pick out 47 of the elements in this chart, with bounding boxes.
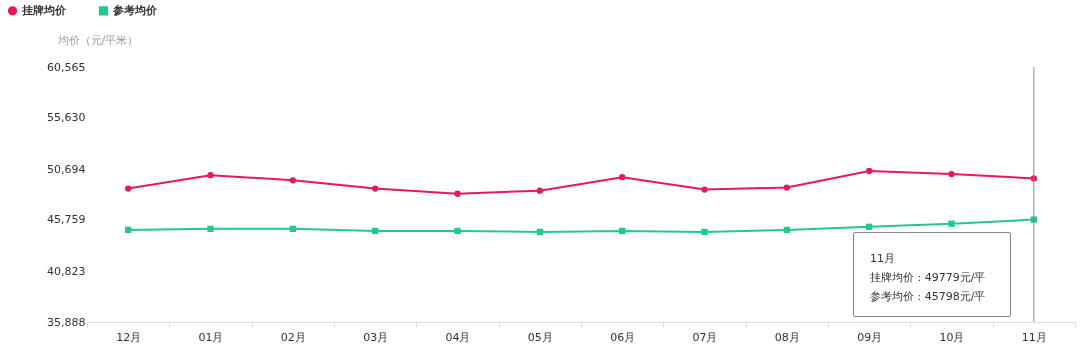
point bbox=[701, 186, 708, 193]
x-tick-label: 05月 bbox=[527, 330, 553, 344]
point bbox=[372, 227, 379, 235]
point bbox=[207, 225, 214, 233]
legend-label: 参考均价 bbox=[112, 3, 158, 17]
x-tick-label: 03月 bbox=[363, 330, 389, 344]
y-tick-label: 35,888 bbox=[47, 315, 86, 329]
point bbox=[783, 226, 790, 234]
point bbox=[454, 190, 461, 197]
point bbox=[207, 171, 214, 179]
point bbox=[783, 184, 790, 191]
y-tick-label: 55,630 bbox=[47, 111, 86, 125]
point bbox=[289, 225, 296, 233]
tooltip-box: 11月 挂牌均价 : 49779元/平 参考均价 : 45798元/平 bbox=[853, 232, 1011, 317]
x-tick-label: 06月 bbox=[610, 330, 636, 344]
point bbox=[701, 228, 708, 236]
x-tick-label: 12月 bbox=[116, 330, 142, 344]
x-tick-label: 01月 bbox=[198, 330, 224, 344]
point bbox=[948, 170, 955, 178]
legend-label: 挂牌均价 bbox=[21, 3, 67, 17]
point bbox=[948, 220, 955, 227]
point bbox=[125, 226, 132, 234]
annotation: 挂牌均价 : 49779元/平 bbox=[870, 270, 987, 286]
x-tick-label: 04月 bbox=[445, 330, 471, 344]
point bbox=[619, 227, 626, 235]
y-tick-label: 45,759 bbox=[47, 213, 86, 227]
y-axis-title: 均价（元/平米） bbox=[56, 33, 139, 47]
y-tick-label: 40,823 bbox=[47, 264, 86, 278]
point bbox=[536, 228, 543, 236]
point bbox=[536, 187, 543, 194]
y-tick-label: 60,565 bbox=[47, 60, 86, 74]
x-tick-label: 11月 bbox=[1021, 330, 1047, 344]
x-tick-label: 10月 bbox=[939, 330, 965, 344]
x-tick-label: 08月 bbox=[774, 330, 800, 344]
x-tick-label: 09月 bbox=[857, 330, 883, 344]
y-tick-label: 50,694 bbox=[47, 162, 86, 176]
point bbox=[289, 177, 296, 184]
x-tick-label: 02月 bbox=[280, 330, 306, 344]
point bbox=[454, 227, 461, 235]
point bbox=[619, 174, 626, 181]
x-tick-label: 07月 bbox=[692, 330, 718, 344]
point bbox=[866, 167, 873, 175]
annotation: 参考均价 : 45798元/平 bbox=[870, 289, 987, 305]
point bbox=[372, 185, 379, 192]
annotation: 11月 bbox=[870, 251, 896, 267]
point bbox=[125, 185, 132, 192]
point bbox=[866, 223, 873, 230]
